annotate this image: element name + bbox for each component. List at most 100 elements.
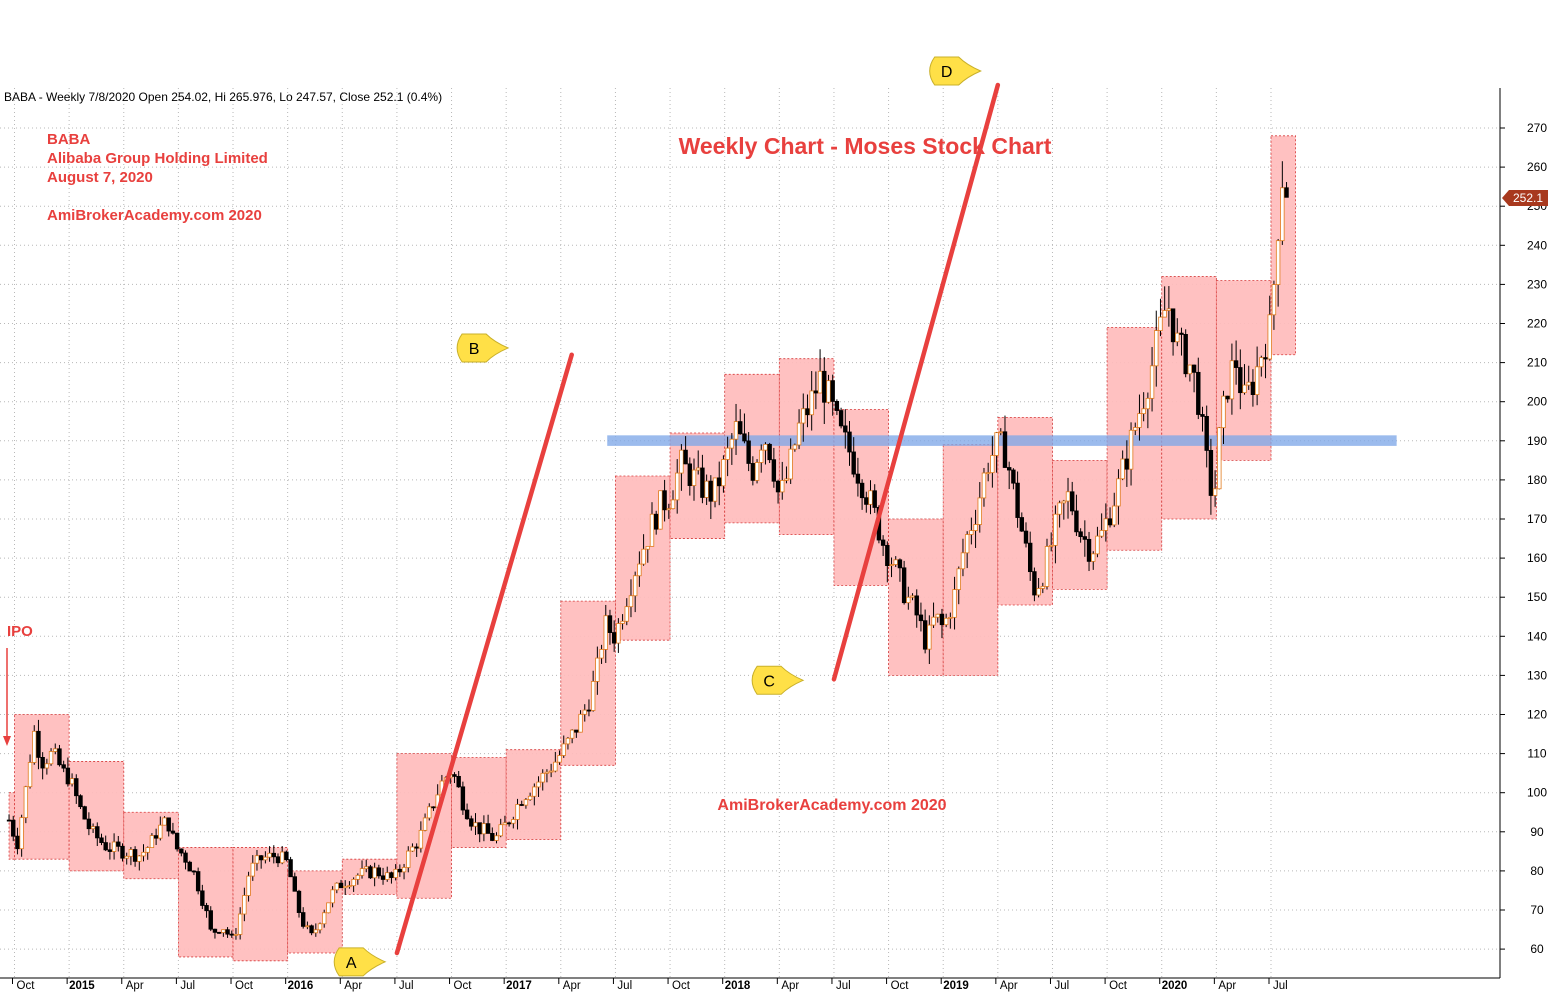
candle-up (956, 568, 961, 590)
candle-up (969, 530, 974, 535)
candle-down (116, 841, 121, 847)
candle-up (1246, 381, 1251, 386)
candle-up (124, 855, 129, 859)
callout-bubble (751, 665, 805, 695)
candle-up (754, 462, 760, 481)
candle-up (557, 755, 562, 763)
candle-up (948, 616, 953, 619)
candle-up (696, 467, 701, 471)
candle-down (775, 480, 781, 493)
last-price-marker: 252.1 (1502, 189, 1548, 206)
y-tick-label: 240 (1527, 238, 1547, 252)
candle-down (813, 390, 819, 394)
candle-down (1263, 357, 1268, 360)
candle-up (137, 855, 142, 862)
candle-down (653, 513, 659, 530)
candle-up (53, 748, 58, 752)
y-tick-label: 150 (1527, 590, 1547, 604)
candle-down (11, 819, 16, 837)
candle-down (1183, 334, 1188, 375)
candle-up (1271, 284, 1277, 316)
candle-up (641, 548, 646, 565)
candle-up (111, 841, 117, 852)
candle-up (1175, 332, 1180, 343)
candle-up (69, 778, 75, 785)
candle-up (679, 449, 684, 474)
candle-up (322, 912, 327, 925)
candle-up (1162, 310, 1167, 318)
candle-down (750, 463, 756, 481)
x-tick-label: Jul (1054, 980, 1069, 992)
candle-up (406, 850, 411, 868)
candle-up (393, 868, 398, 878)
candle-down (187, 861, 192, 872)
candle-down (855, 473, 861, 484)
candle-down (82, 806, 87, 820)
candle-down (6, 819, 12, 822)
moses-box (1161, 276, 1217, 520)
candle-down (1002, 431, 1008, 468)
candle-up (632, 575, 638, 597)
candle-down (738, 421, 743, 435)
candle-down (822, 370, 827, 403)
candle-down (1023, 530, 1029, 544)
candle-up (351, 878, 356, 887)
candle-up (809, 390, 814, 416)
candle-up (1091, 553, 1096, 562)
info-ticker: BABA (47, 131, 90, 148)
candle-up (254, 855, 260, 864)
y-tick-label: 160 (1527, 551, 1547, 565)
candle-up (1254, 366, 1260, 395)
candle-up (427, 806, 432, 819)
candle-up (1141, 408, 1146, 415)
candle-up (1280, 187, 1285, 242)
candle-up (242, 895, 247, 915)
candle-up (1057, 502, 1062, 515)
candle-down (191, 870, 197, 873)
candle-up (498, 824, 503, 837)
candle-up (931, 616, 936, 626)
candle-up (44, 763, 50, 769)
candle-up (868, 490, 873, 505)
candle-up (561, 743, 566, 756)
candle-up (952, 589, 957, 618)
candle-up (981, 472, 987, 499)
candle-up (1275, 240, 1281, 285)
candle-up (973, 524, 978, 531)
candle-up (1137, 413, 1142, 428)
candle-up (649, 513, 655, 547)
candle-up (221, 929, 226, 933)
moses-box (177, 847, 234, 958)
candle-up (1040, 586, 1046, 589)
candle-up (1036, 588, 1041, 596)
candle-down (477, 822, 482, 835)
y-tick-label: 270 (1527, 121, 1547, 135)
candle-up (943, 617, 949, 626)
candle-down (1011, 469, 1016, 484)
candle-up (27, 762, 33, 788)
candle-down (687, 463, 693, 486)
candle-down (1032, 571, 1037, 596)
candle-up (889, 564, 894, 567)
candle-down (183, 852, 188, 863)
candle-down (1284, 187, 1289, 198)
candle-down (1191, 364, 1197, 373)
x-tick-label: Jul (399, 980, 414, 992)
candle-down (872, 490, 877, 508)
candle-down (132, 849, 138, 862)
candle-up (359, 868, 365, 876)
candle-down (376, 867, 382, 877)
candle-up (536, 781, 541, 788)
candle-up (729, 438, 735, 449)
candle-up (960, 552, 966, 570)
chart-title: Weekly Chart - Moses Stock Chart (679, 133, 1052, 159)
candle-down (519, 804, 524, 806)
candle-up (313, 929, 319, 934)
y-tick-label: 120 (1527, 708, 1547, 722)
candle-down (1019, 517, 1024, 532)
callout-label: D (941, 64, 953, 81)
x-tick-label: Jul (836, 980, 851, 992)
trend-line-a-b (394, 352, 574, 956)
callout-c: C (751, 665, 805, 695)
